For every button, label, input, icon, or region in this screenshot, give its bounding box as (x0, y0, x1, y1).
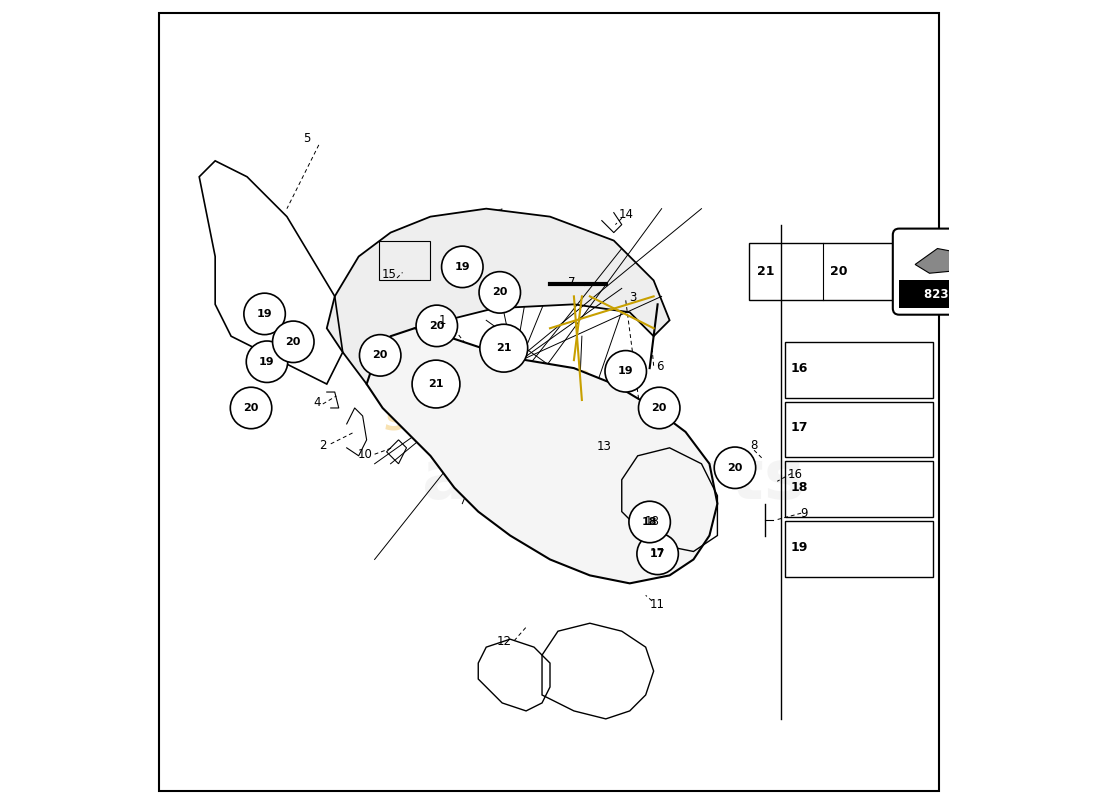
Text: 20: 20 (492, 287, 507, 298)
Text: 11: 11 (650, 598, 666, 611)
Circle shape (605, 350, 647, 392)
Circle shape (478, 272, 520, 313)
Text: 13: 13 (597, 440, 612, 453)
Circle shape (441, 246, 483, 287)
Text: 19: 19 (260, 357, 275, 366)
Circle shape (416, 305, 458, 346)
Text: 7: 7 (568, 275, 575, 289)
Text: 20: 20 (727, 462, 742, 473)
Polygon shape (366, 328, 717, 583)
Text: 17: 17 (650, 547, 666, 560)
Text: 16: 16 (788, 468, 803, 481)
Text: 18: 18 (791, 481, 808, 494)
Text: 16: 16 (791, 362, 808, 374)
Text: 8: 8 (750, 439, 758, 452)
Text: 9: 9 (800, 506, 807, 520)
Text: 6: 6 (657, 360, 663, 373)
Text: 823 02: 823 02 (924, 288, 969, 301)
Text: 18: 18 (645, 515, 660, 529)
Text: 19: 19 (256, 309, 273, 319)
Text: 19: 19 (618, 366, 634, 376)
Text: 12: 12 (497, 635, 513, 648)
Text: 4: 4 (314, 396, 321, 409)
Circle shape (714, 447, 756, 489)
Text: 17: 17 (791, 422, 808, 434)
Text: 2: 2 (319, 439, 327, 452)
Polygon shape (375, 209, 503, 328)
Circle shape (246, 341, 288, 382)
Text: 20: 20 (243, 403, 258, 413)
Text: 17: 17 (650, 549, 666, 559)
Circle shape (637, 533, 679, 574)
Circle shape (412, 360, 460, 408)
Text: 14: 14 (618, 208, 634, 221)
Circle shape (244, 293, 285, 334)
Text: 15: 15 (382, 268, 396, 282)
Text: 20: 20 (286, 337, 301, 347)
Circle shape (360, 334, 400, 376)
Text: 1: 1 (439, 314, 447, 326)
Text: 19: 19 (791, 541, 808, 554)
Polygon shape (327, 209, 670, 384)
Circle shape (230, 387, 272, 429)
FancyBboxPatch shape (899, 281, 993, 308)
Text: 21: 21 (757, 265, 774, 278)
Polygon shape (915, 249, 967, 274)
Text: 20: 20 (651, 403, 667, 413)
Text: 21: 21 (496, 343, 512, 353)
Text: a passion
since 1985: a passion since 1985 (385, 363, 604, 437)
Text: 20: 20 (429, 321, 444, 331)
FancyBboxPatch shape (893, 229, 1000, 314)
Text: 21: 21 (428, 379, 443, 389)
Circle shape (273, 321, 314, 362)
Text: 18: 18 (642, 517, 658, 527)
Text: 10: 10 (358, 448, 373, 461)
Circle shape (480, 324, 528, 372)
Text: 5: 5 (304, 132, 310, 145)
Text: 20: 20 (373, 350, 388, 360)
Text: 20: 20 (830, 265, 848, 278)
Text: 3: 3 (629, 291, 637, 305)
Circle shape (629, 502, 670, 542)
Text: autoparts: autoparts (422, 446, 805, 514)
Circle shape (638, 387, 680, 429)
Text: 19: 19 (454, 262, 470, 272)
